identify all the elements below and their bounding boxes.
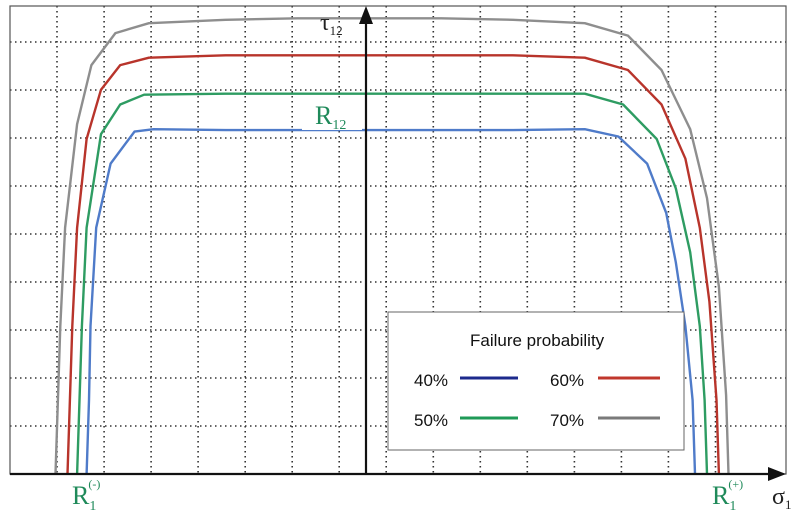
curve-40-percent — [85, 127, 697, 475]
sigma-axis-arrow-icon — [768, 467, 786, 481]
curve-50-percent — [75, 92, 709, 475]
legend-box — [387, 311, 685, 451]
legend-label-50: 50% — [414, 411, 448, 430]
legend-label-40: 40% — [414, 371, 448, 390]
legend-label-60: 60% — [550, 371, 584, 390]
r12-label: R12 — [315, 101, 346, 133]
curve-60-percent — [66, 54, 721, 475]
r1-negative-label: R1(-) — [72, 477, 100, 514]
sigma-axis-label: σ1 — [772, 484, 791, 512]
legend-title: Failure probability — [470, 331, 605, 350]
tau-axis-arrow-icon — [359, 6, 373, 24]
tau-axis-label: τ12 — [320, 10, 343, 38]
r12-label-background — [302, 100, 362, 130]
legend-label-70: 70% — [550, 411, 584, 430]
r1-positive-label: R1(+) — [712, 477, 743, 514]
legend: Failure probability 40% 60% 50% 70% — [387, 311, 685, 451]
axes — [10, 6, 786, 481]
